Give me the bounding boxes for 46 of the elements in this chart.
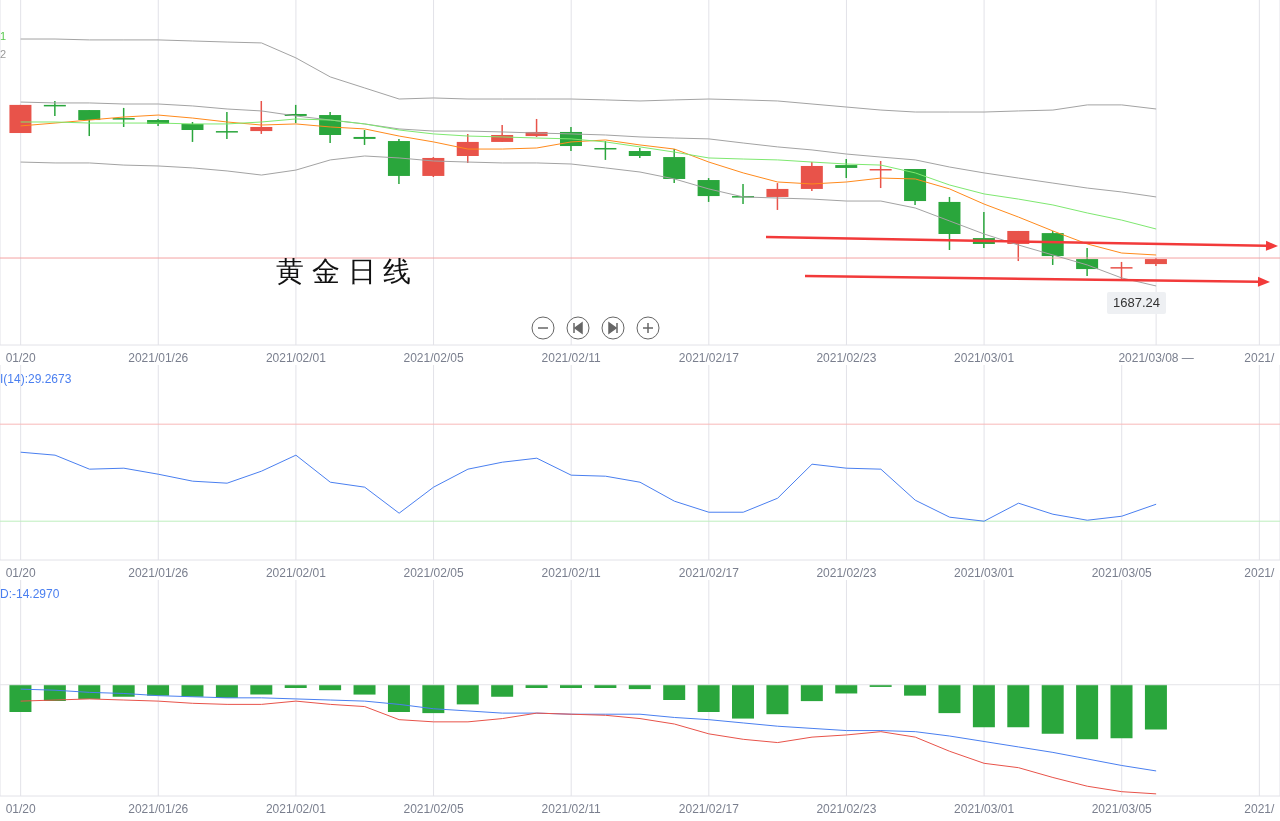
x-tick-label: 2021/02/11 [541, 565, 602, 580]
x-tick-label: 01/20 [5, 350, 36, 365]
candlestick [215, 111, 238, 140]
x-tick-label: 2021/02/17 [678, 565, 740, 580]
x-tick-label: 2021/01/26 [128, 350, 189, 365]
x-tick-label: 2021/03/01 [954, 350, 1015, 365]
text: I(14):29.2673 [0, 372, 72, 387]
annotation: 黄 金 日 线 [276, 255, 412, 289]
candlestick [800, 161, 823, 192]
text: 2 [0, 48, 7, 62]
candlestick [835, 158, 858, 179]
x-tick-label: 2021/03/01 [954, 565, 1015, 580]
x-tick-label: 2021/02/01 [265, 801, 327, 816]
text: 1687.24 [1107, 292, 1166, 314]
candlestick [766, 182, 789, 211]
x-tick-label: 2021/02/01 [265, 350, 327, 365]
x-tick-label: 2021/03/05 [1091, 801, 1153, 816]
x-tick-label: 2021/01/26 [128, 565, 189, 580]
x-tick-label: 2021/03/08 — [1118, 350, 1194, 365]
candlestick [112, 107, 135, 128]
x-tick-label: 2021/02/01 [265, 565, 327, 580]
x-tick-label: 2021/02/05 [403, 565, 464, 580]
x-tick-label: 2021/02/05 [403, 350, 464, 365]
x-tick-label: 2021/02/11 [541, 350, 602, 365]
x-tick-label: 2021/02/17 [678, 801, 740, 816]
candlestick [663, 148, 686, 184]
x-tick-label: 2021/ [1244, 801, 1276, 816]
x-tick-label: 2021/02/11 [541, 801, 602, 816]
text: 1 [0, 30, 7, 44]
x-tick-label: 2021/02/23 [816, 350, 877, 365]
x-tick-label: 01/20 [5, 801, 36, 816]
candlestick [250, 100, 273, 135]
x-tick-label: 2021/ [1244, 350, 1276, 365]
text: D:-14.2970 [0, 587, 60, 602]
x-tick-label: 2021/ [1244, 565, 1276, 580]
x-tick-label: 01/20 [5, 565, 36, 580]
x-tick-label: 2021/03/05 [1091, 565, 1153, 580]
x-tick-label: 2021/02/05 [403, 801, 464, 816]
candlestick [422, 156, 445, 178]
x-tick-label: 2021/02/23 [816, 801, 877, 816]
x-tick-label: 2021/01/26 [128, 801, 189, 816]
candlestick [697, 177, 720, 203]
x-tick-label: 2021/03/01 [954, 801, 1015, 816]
x-tick-label: 2021/02/17 [678, 350, 740, 365]
candlestick [78, 109, 101, 137]
x-tick-label: 2021/02/23 [816, 565, 877, 580]
